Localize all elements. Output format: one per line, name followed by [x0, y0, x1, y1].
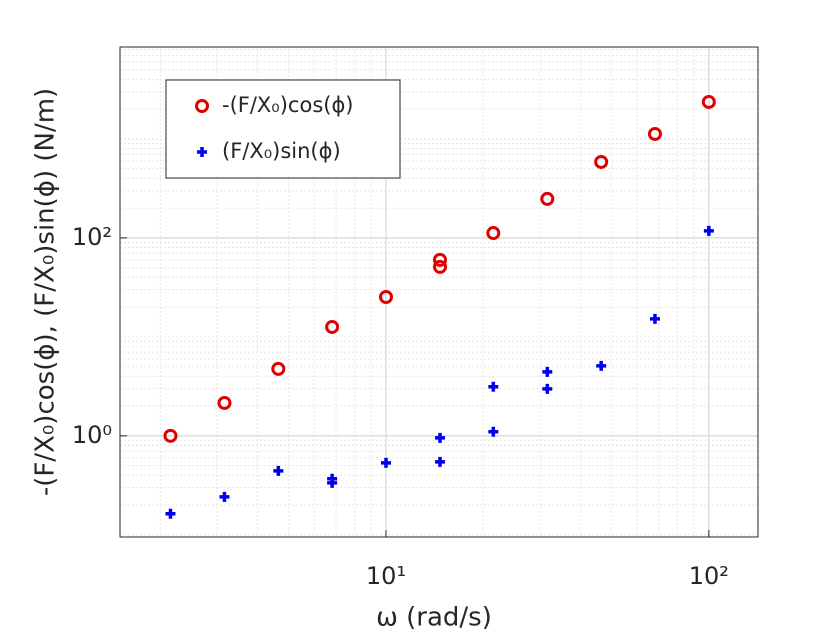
marker-circle: [594, 154, 609, 169]
x-tick-label: 10²: [689, 562, 729, 590]
marker-circle: [217, 395, 232, 410]
marker-circle: [701, 94, 716, 109]
marker-plus: [273, 465, 284, 476]
marker-plus: [435, 432, 446, 443]
y-tick-label: 10²: [72, 223, 112, 251]
marker-plus: [542, 366, 553, 377]
marker-circle: [486, 226, 501, 241]
marker-circle: [433, 259, 448, 274]
y-axis-label: -(F/X₀)cos(ϕ), (F/X₀)sin(ϕ) (N/m): [31, 88, 61, 496]
legend-marker: [195, 99, 209, 113]
marker-circle: [378, 289, 393, 304]
marker-plus: [703, 225, 714, 236]
plot-frame: [119, 46, 759, 538]
marker-plus: [649, 313, 660, 324]
marker-plus: [219, 491, 230, 502]
marker-circle: [325, 319, 340, 334]
y-tick-label: 10⁰: [72, 421, 112, 449]
marker-plus: [488, 381, 499, 392]
marker-plus: [435, 456, 446, 467]
x-tick-label: 10¹: [366, 562, 406, 590]
legend-box: [165, 79, 401, 179]
marker-plus: [488, 426, 499, 437]
legend-label: -(F/X₀)cos(ϕ): [222, 93, 354, 117]
marker-plus: [542, 383, 553, 394]
marker-circle: [540, 191, 555, 206]
x-axis-label: ω (rad/s): [376, 603, 492, 633]
marker-circle: [647, 126, 662, 141]
marker-plus: [380, 457, 391, 468]
marker-circle: [271, 361, 286, 376]
marker-circle: [163, 428, 178, 443]
marker-circle: [433, 252, 448, 267]
legend-label: (F/X₀)sin(ϕ): [222, 139, 341, 163]
marker-plus: [596, 360, 607, 371]
marker-plus: [165, 508, 176, 519]
marker-plus: [327, 477, 338, 488]
legend-marker: [197, 147, 207, 157]
